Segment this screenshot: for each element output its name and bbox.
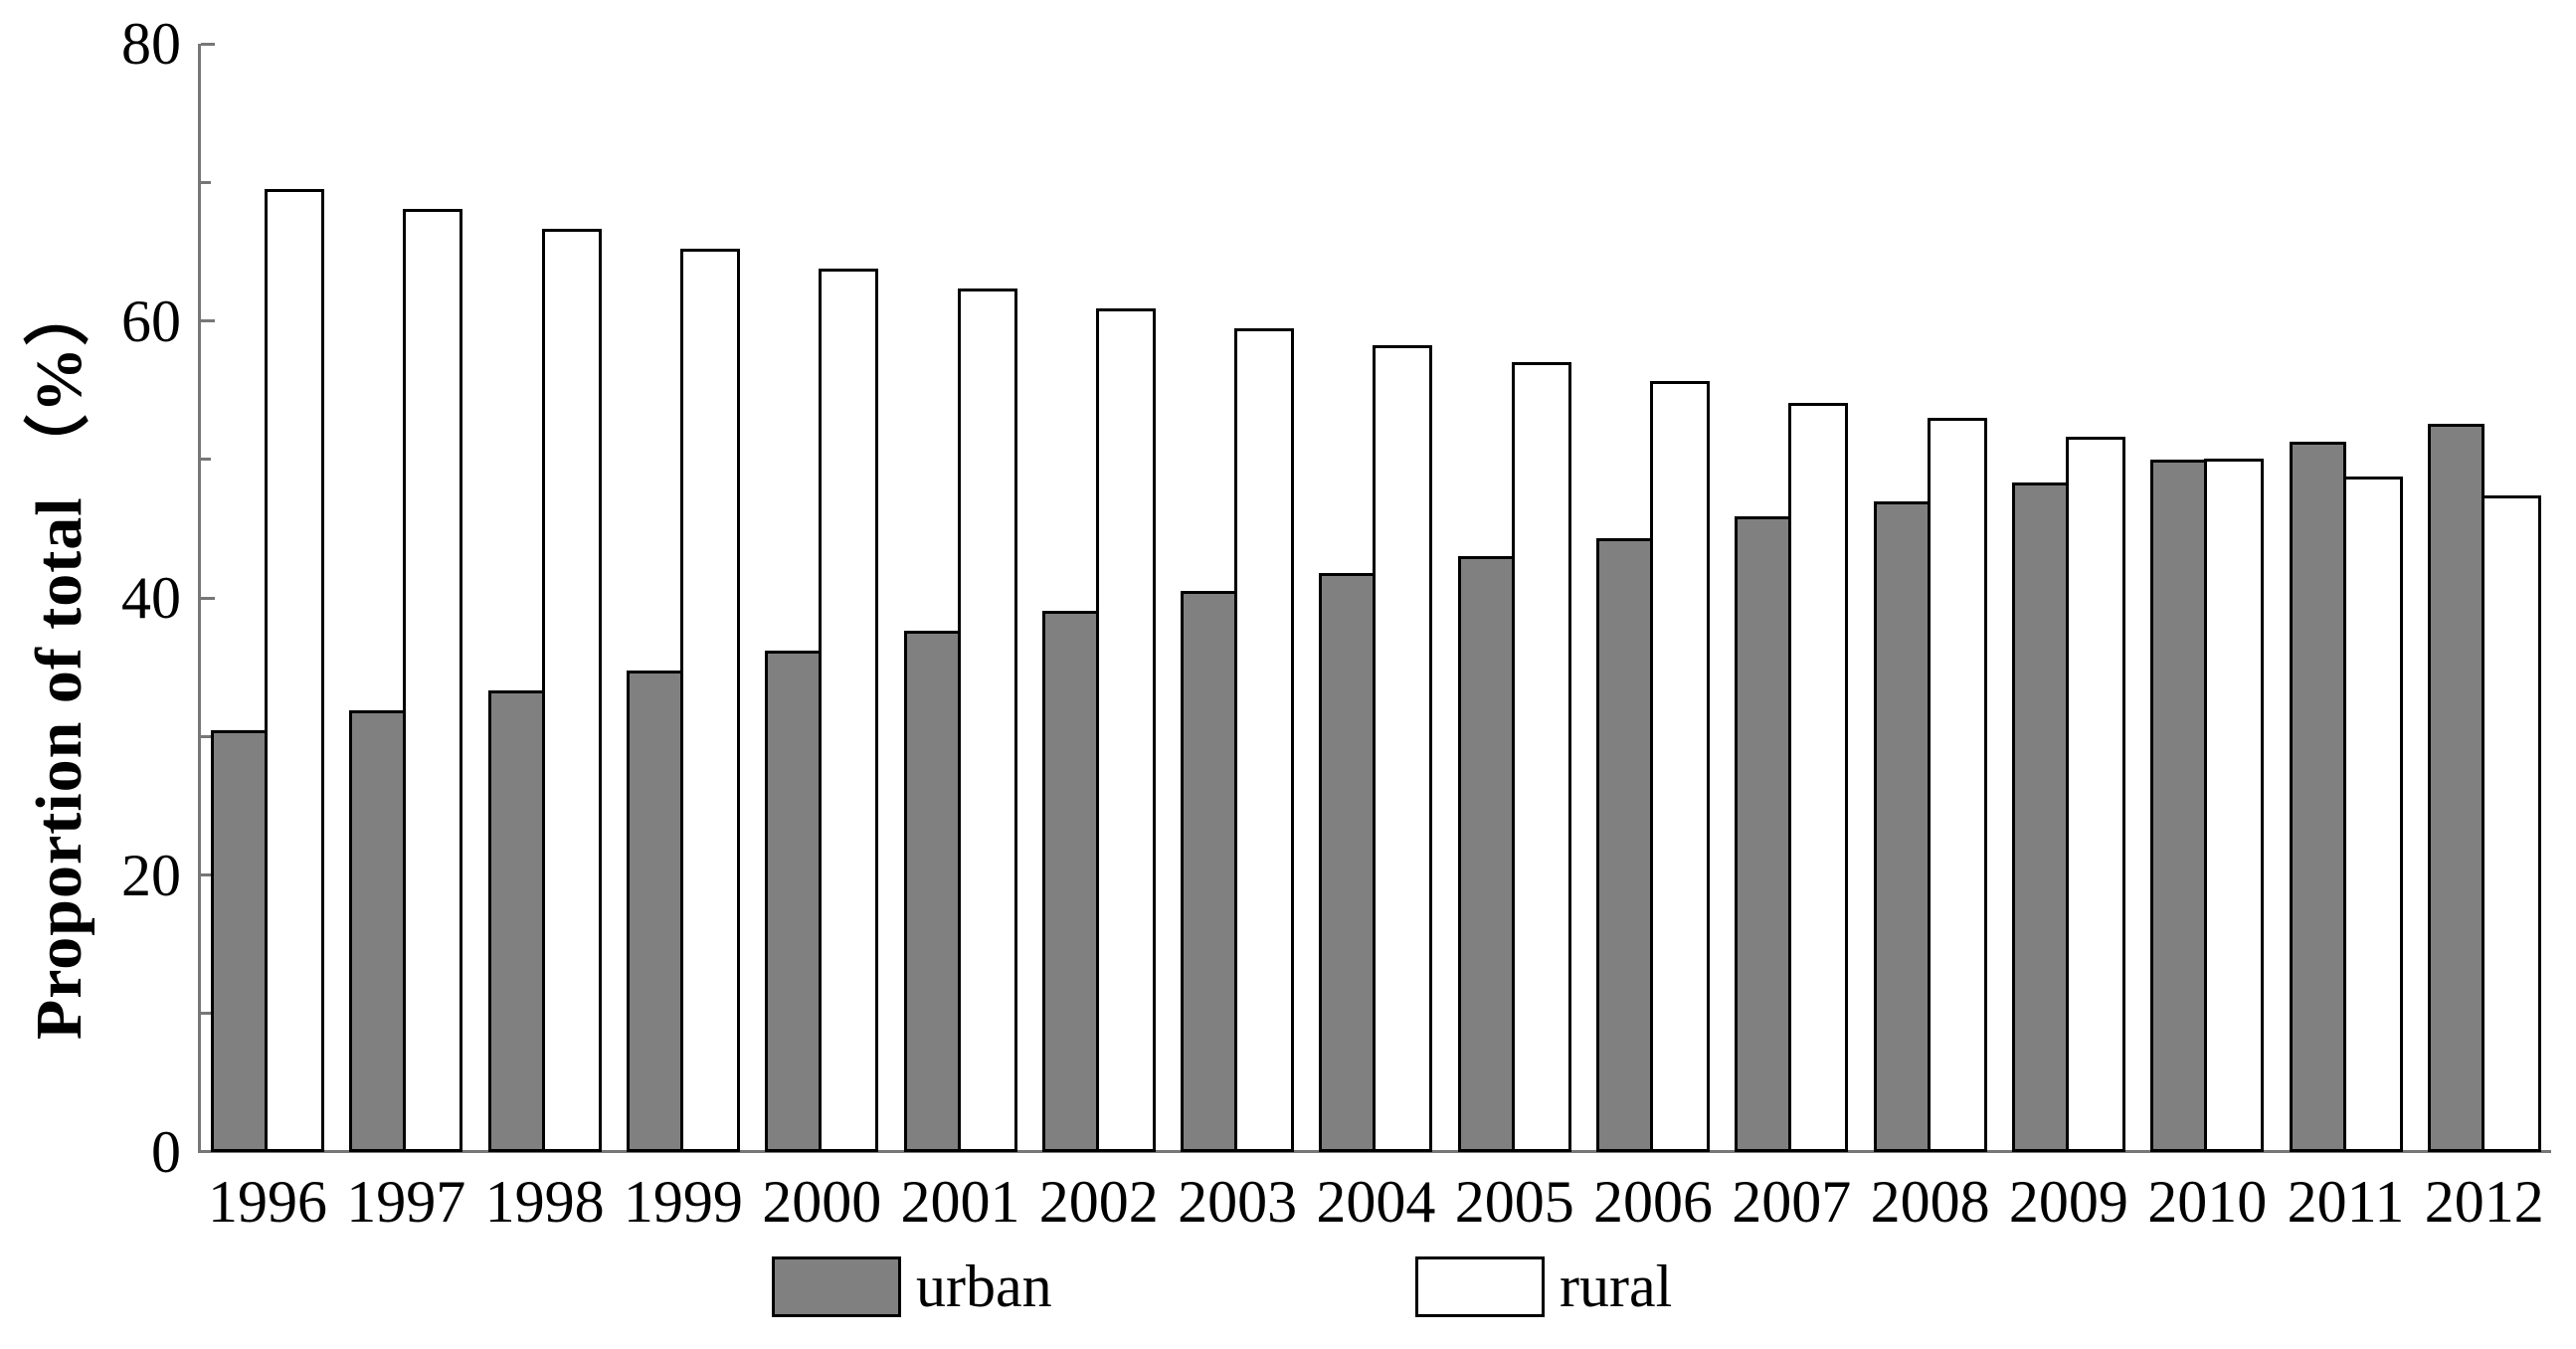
bar-urban-2008 xyxy=(1873,500,1931,1152)
bar-urban-2006 xyxy=(1596,537,1653,1152)
bar-urban-2002 xyxy=(1041,610,1099,1152)
y-axis-tick-label-0: 0 xyxy=(151,1119,181,1185)
y-axis-minor-tick-70 xyxy=(201,180,211,184)
y-axis-title: Proportion of total （%） xyxy=(23,279,95,1041)
y-axis-major-tick-20 xyxy=(201,873,215,876)
x-axis-tick-label-2006: 2006 xyxy=(1593,1169,1713,1235)
bar-urban-2007 xyxy=(1735,515,1792,1152)
x-axis-tick-label-2001: 2001 xyxy=(900,1169,1020,1235)
legend-label-urban: urban xyxy=(916,1253,1052,1319)
x-axis-tick-label-2002: 2002 xyxy=(1038,1169,1159,1235)
x-axis-tick-label-2012: 2012 xyxy=(2424,1169,2544,1235)
bar-urban-1999 xyxy=(626,670,683,1152)
bar-rural-1999 xyxy=(679,248,740,1152)
y-axis-major-tick-40 xyxy=(201,596,215,600)
bar-urban-2005 xyxy=(1457,556,1515,1152)
x-axis-tick-label-2011: 2011 xyxy=(2287,1169,2405,1235)
y-axis-minor-tick-30 xyxy=(201,734,211,738)
x-axis-tick-label-2000: 2000 xyxy=(762,1169,882,1235)
bar-urban-2004 xyxy=(1319,573,1377,1152)
bar-rural-1998 xyxy=(541,228,602,1152)
y-axis-minor-tick-50 xyxy=(201,458,211,462)
x-axis-tick-label-1998: 1998 xyxy=(484,1169,605,1235)
x-axis-tick-label-2005: 2005 xyxy=(1454,1169,1574,1235)
bar-urban-2003 xyxy=(1181,590,1238,1152)
x-axis-tick-label-2007: 2007 xyxy=(1732,1169,1852,1235)
bar-rural-2009 xyxy=(2065,436,2125,1152)
bar-urban-2012 xyxy=(2427,423,2484,1152)
bar-rural-2010 xyxy=(2204,459,2265,1152)
bar-rural-2007 xyxy=(1788,402,1849,1152)
bar-urban-2010 xyxy=(2150,460,2208,1152)
legend-swatch-urban xyxy=(772,1256,901,1317)
x-axis-tick-label-2009: 2009 xyxy=(2008,1169,2128,1235)
legend-label-rural: rural xyxy=(1560,1253,1673,1319)
bar-urban-2000 xyxy=(765,650,823,1152)
bar-rural-2008 xyxy=(1927,417,1987,1152)
y-axis-tick-label-60: 60 xyxy=(121,288,181,354)
y-axis-tick-label-80: 80 xyxy=(121,11,181,77)
x-axis-tick-label-1996: 1996 xyxy=(208,1169,327,1235)
x-axis-tick-label-2004: 2004 xyxy=(1316,1169,1436,1235)
y-axis-major-tick-80 xyxy=(201,42,215,46)
bar-urban-2011 xyxy=(2289,442,2346,1152)
bar-urban-2009 xyxy=(2011,482,2069,1152)
bar-rural-2011 xyxy=(2342,477,2403,1152)
x-axis-tick-label-1999: 1999 xyxy=(623,1169,743,1235)
bar-rural-2012 xyxy=(2481,494,2541,1152)
y-axis-tick-label-40: 40 xyxy=(121,565,181,631)
bar-rural-2004 xyxy=(1373,345,1433,1152)
x-axis-tick-label-1997: 1997 xyxy=(346,1169,466,1235)
bar-rural-2003 xyxy=(1234,327,1295,1152)
bar-urban-2001 xyxy=(903,630,961,1152)
bar-urban-1997 xyxy=(349,709,407,1152)
y-axis-minor-tick-10 xyxy=(201,1012,211,1016)
bar-rural-2000 xyxy=(819,268,879,1152)
y-axis-major-tick-60 xyxy=(201,319,215,322)
legend-entry-rural: rural xyxy=(1415,1256,1672,1317)
legend-swatch-rural xyxy=(1415,1256,1545,1317)
bar-rural-1996 xyxy=(265,188,324,1152)
bar-rural-2006 xyxy=(1650,380,1710,1152)
bar-rural-2001 xyxy=(957,288,1017,1152)
bar-rural-2002 xyxy=(1095,307,1156,1152)
bar-rural-1997 xyxy=(403,208,463,1152)
y-axis-tick-label-20: 20 xyxy=(121,842,181,908)
bar-urban-1996 xyxy=(211,729,268,1152)
x-axis-tick-label-2010: 2010 xyxy=(2147,1169,2268,1235)
x-axis-tick-label-2008: 2008 xyxy=(1870,1169,1990,1235)
legend-entry-urban: urban xyxy=(772,1256,1052,1317)
y-axis-line xyxy=(198,44,201,1153)
bar-rural-2005 xyxy=(1511,362,1571,1152)
bar-urban-1998 xyxy=(487,689,545,1152)
x-axis-tick-label-2003: 2003 xyxy=(1178,1169,1298,1235)
